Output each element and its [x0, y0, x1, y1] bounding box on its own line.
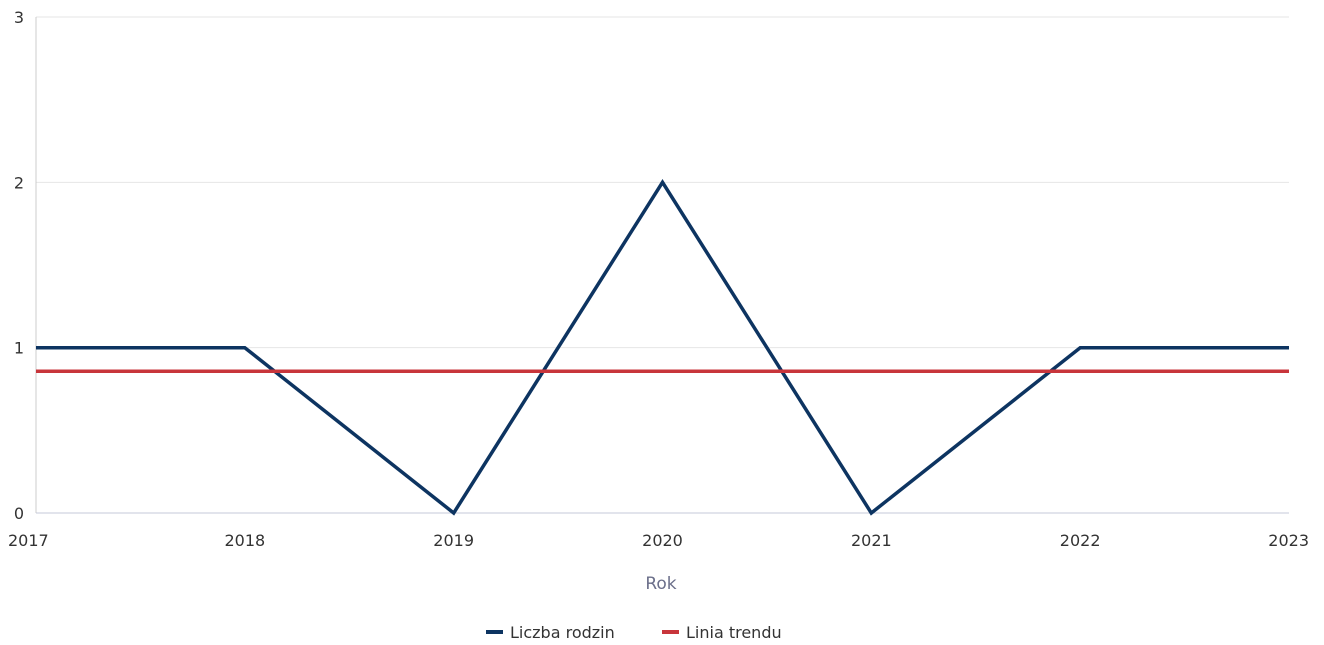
- x-tick-labels: 2017 2018 2019 2020 2021 2022 2023: [8, 531, 1309, 550]
- legend: Liczba rodzin Linia trendu: [486, 623, 782, 642]
- x-tick-label: 2021: [851, 531, 892, 550]
- axes: [35, 17, 1289, 514]
- x-tick-label: 2022: [1060, 531, 1101, 550]
- series-line-0: [36, 179, 1289, 516]
- x-tick-label: 2017: [8, 531, 49, 550]
- legend-label: Liczba rodzin: [510, 623, 615, 642]
- x-tick-label: 2023: [1268, 531, 1309, 550]
- y-tick-label: 2: [14, 173, 24, 192]
- x-tick-label: 2018: [224, 531, 265, 550]
- x-tick-label: 2020: [642, 531, 683, 550]
- y-tick-labels: 0 1 2 3: [14, 8, 24, 523]
- x-tick-label: 2019: [433, 531, 474, 550]
- y-tick-label: 3: [14, 8, 24, 27]
- x-axis-title: Rok: [645, 574, 676, 594]
- series-lines: [36, 179, 1289, 516]
- legend-label: Linia trendu: [686, 623, 782, 642]
- y-tick-label: 1: [14, 339, 24, 358]
- y-tick-label: 0: [14, 504, 24, 523]
